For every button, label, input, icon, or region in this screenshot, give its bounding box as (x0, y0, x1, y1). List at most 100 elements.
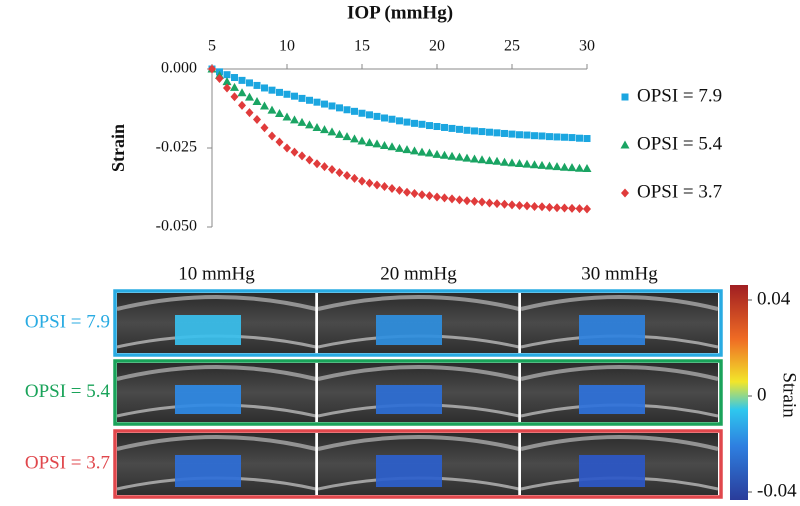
marker (553, 133, 561, 141)
marker (568, 134, 576, 142)
row-frame (113, 359, 723, 426)
marker (373, 180, 381, 190)
marker (456, 125, 463, 133)
marker (282, 112, 292, 121)
marker (567, 163, 577, 172)
marker (516, 131, 523, 139)
marker (336, 104, 343, 112)
marker (208, 64, 216, 74)
strain-region (175, 455, 241, 487)
y-tick-label: 0.000 (161, 60, 197, 77)
colorbar-tick-label: -0.04 (757, 480, 797, 501)
y-axis-label: Strain (108, 124, 128, 172)
marker (575, 163, 584, 172)
marker (313, 98, 321, 106)
marker (462, 153, 472, 162)
marker (463, 126, 471, 134)
marker (471, 127, 478, 135)
strain-region (376, 315, 442, 345)
marker (575, 204, 584, 214)
colorbar-tick-label: 0 (757, 384, 767, 405)
marker (230, 92, 239, 102)
column-label: 30 mmHg (581, 263, 658, 284)
marker (313, 159, 321, 169)
marker (327, 127, 337, 136)
marker (425, 148, 434, 157)
cornea-band (520, 365, 719, 381)
row-label: OPSI = 3.7 (25, 452, 110, 473)
marker (531, 132, 538, 140)
y-tick-label: -0.025 (156, 139, 197, 156)
marker (546, 133, 553, 141)
marker (381, 114, 388, 122)
marker (530, 201, 539, 211)
marker (215, 73, 224, 83)
marker (552, 162, 562, 171)
marker (561, 133, 568, 141)
legend-marker (620, 140, 630, 149)
marker (478, 128, 486, 136)
strain-region (376, 385, 442, 414)
marker (448, 124, 456, 132)
marker (545, 202, 554, 212)
marker (380, 182, 389, 192)
marker (486, 128, 493, 136)
marker (380, 140, 389, 149)
marker (403, 187, 411, 197)
marker (477, 155, 487, 164)
marker (515, 158, 524, 167)
marker (470, 154, 479, 163)
y-tick-label: -0.050 (156, 218, 197, 235)
marker (297, 117, 307, 126)
marker (433, 123, 441, 131)
marker (351, 107, 358, 115)
x-tick-label: 20 (429, 38, 445, 55)
marker (537, 160, 547, 169)
marker (396, 117, 403, 125)
marker (388, 183, 396, 193)
marker (275, 109, 284, 118)
marker (268, 131, 276, 141)
marker (523, 201, 531, 211)
marker (522, 159, 532, 168)
marker (245, 108, 254, 118)
marker (447, 151, 457, 160)
marker (312, 122, 322, 131)
strain-region (579, 385, 645, 414)
strain-region (175, 315, 241, 345)
marker (253, 115, 261, 125)
marker (298, 94, 306, 102)
marker (507, 158, 517, 167)
marker (493, 199, 501, 209)
marker (267, 105, 277, 114)
marker (485, 198, 494, 208)
marker (448, 194, 456, 204)
marker (582, 164, 592, 173)
marker (350, 134, 359, 143)
marker (530, 160, 539, 169)
legend-marker (621, 93, 629, 101)
marker (515, 201, 524, 211)
strain-region (579, 315, 645, 345)
marker (440, 193, 449, 203)
marker (328, 102, 336, 110)
marker (501, 129, 508, 137)
strain-region (579, 455, 645, 487)
marker (440, 150, 449, 159)
marker (305, 155, 314, 165)
marker (246, 79, 253, 87)
cornea-band (116, 365, 317, 381)
marker (492, 156, 502, 165)
marker (410, 146, 419, 155)
marker (387, 142, 397, 151)
marker (455, 195, 464, 205)
cornea-band (116, 295, 317, 311)
x-tick-label: 10 (279, 38, 295, 55)
x-tick-label: 25 (504, 38, 520, 55)
marker (470, 196, 479, 206)
marker (298, 151, 306, 161)
marker (350, 173, 359, 183)
marker (553, 203, 561, 213)
marker (245, 92, 254, 101)
